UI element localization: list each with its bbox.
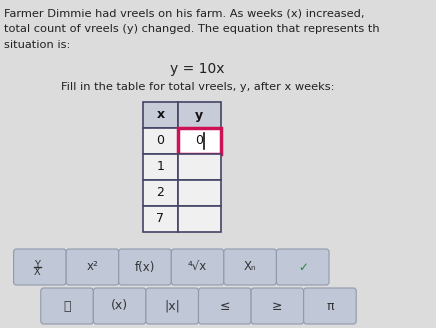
Bar: [143, 206, 177, 232]
Bar: [177, 154, 221, 180]
Text: π: π: [326, 299, 334, 313]
Text: x²: x²: [87, 260, 99, 274]
Text: x: x: [157, 109, 164, 121]
FancyBboxPatch shape: [171, 249, 224, 285]
Bar: [143, 180, 177, 206]
Text: (x): (x): [111, 299, 128, 313]
FancyBboxPatch shape: [303, 288, 356, 324]
Text: ⁴√x: ⁴√x: [188, 260, 207, 274]
Bar: [177, 180, 221, 206]
Text: situation is:: situation is:: [3, 40, 70, 50]
Text: 2: 2: [157, 187, 164, 199]
FancyBboxPatch shape: [198, 288, 251, 324]
FancyBboxPatch shape: [251, 288, 303, 324]
Bar: [177, 206, 221, 232]
FancyBboxPatch shape: [146, 288, 198, 324]
Text: 7: 7: [157, 213, 164, 226]
Text: X: X: [34, 267, 41, 277]
Bar: [143, 128, 177, 154]
FancyBboxPatch shape: [41, 288, 93, 324]
Text: Y: Y: [34, 260, 40, 270]
Text: 🗑: 🗑: [63, 299, 71, 313]
FancyBboxPatch shape: [14, 249, 66, 285]
Text: ✓: ✓: [298, 260, 308, 274]
Bar: [177, 128, 221, 154]
Bar: [143, 102, 177, 128]
FancyBboxPatch shape: [93, 288, 146, 324]
FancyBboxPatch shape: [224, 249, 276, 285]
Text: Xₙ: Xₙ: [244, 260, 256, 274]
Bar: [177, 102, 221, 128]
Text: y = 10x: y = 10x: [170, 62, 225, 76]
Text: Farmer Dimmie had vreels on his farm. As weeks (x) increased,: Farmer Dimmie had vreels on his farm. As…: [3, 8, 364, 18]
Text: total count of vreels (y) changed. The equation that represents th: total count of vreels (y) changed. The e…: [3, 24, 379, 34]
FancyBboxPatch shape: [119, 249, 171, 285]
Text: |x|: |x|: [164, 299, 180, 313]
Text: Fill in the table for total vreels, y, after x weeks:: Fill in the table for total vreels, y, a…: [61, 82, 334, 92]
Text: ≥: ≥: [272, 299, 283, 313]
Text: 0: 0: [157, 134, 164, 148]
Text: ≤: ≤: [220, 299, 230, 313]
Text: f(x): f(x): [135, 260, 155, 274]
Text: 0: 0: [195, 134, 204, 148]
Bar: [143, 154, 177, 180]
Text: y: y: [195, 109, 204, 121]
Text: 1: 1: [157, 160, 164, 174]
FancyBboxPatch shape: [66, 249, 119, 285]
FancyBboxPatch shape: [276, 249, 329, 285]
